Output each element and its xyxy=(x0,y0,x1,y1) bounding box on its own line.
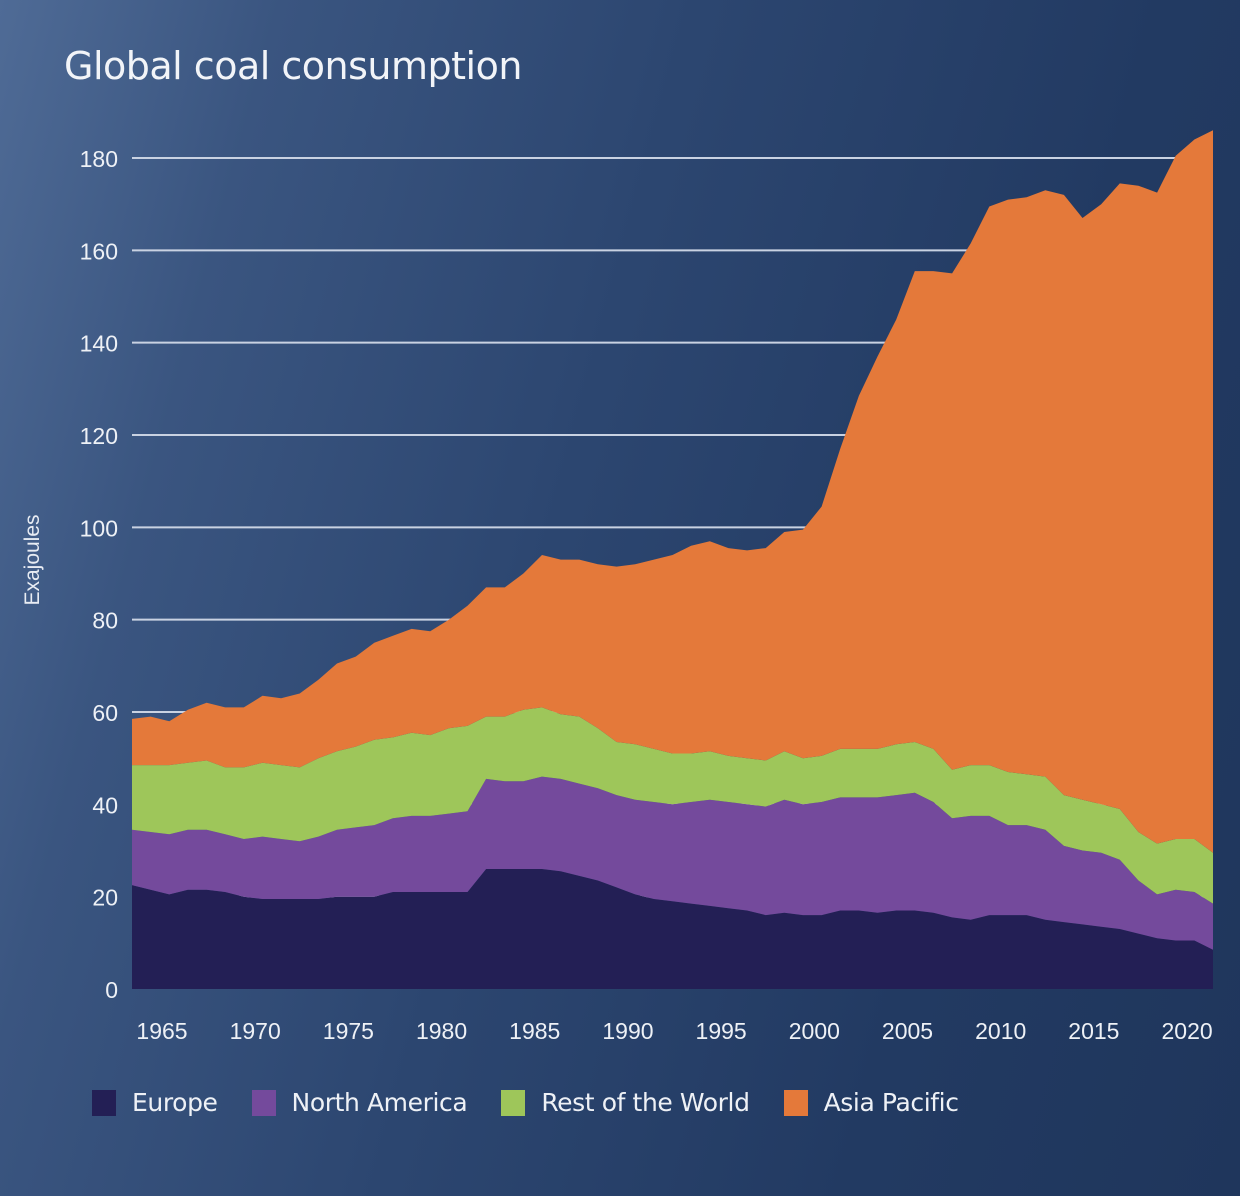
y-tick-label: 120 xyxy=(80,423,118,449)
legend-label: Rest of the World xyxy=(541,1088,750,1117)
x-tick-label: 1995 xyxy=(696,1018,747,1044)
legend-swatch xyxy=(251,1089,276,1116)
x-tick-label: 1990 xyxy=(602,1018,653,1044)
x-tick-label: 2010 xyxy=(975,1018,1026,1044)
legend: Europe North America Rest of the World Asia… xyxy=(92,1088,993,1117)
area-rest-of-the-world xyxy=(132,707,1213,904)
legend-swatch xyxy=(501,1089,526,1116)
x-tick-label: 1970 xyxy=(230,1018,281,1044)
area-europe xyxy=(132,869,1213,989)
x-tick-label: 1975 xyxy=(323,1018,374,1044)
legend-item-asia-pacific: Asia Pacific xyxy=(783,1088,959,1117)
legend-swatch xyxy=(783,1089,808,1116)
legend-item-rest-of-the-world: Rest of the World xyxy=(501,1088,750,1117)
y-tick-label: 160 xyxy=(80,238,118,264)
legend-label: North America xyxy=(291,1088,468,1117)
areas xyxy=(132,130,1213,989)
y-tick-label: 180 xyxy=(80,146,118,172)
y-tick-label: 140 xyxy=(80,331,118,357)
x-tick-labels: 1965 1970 1975 1980 1985 1990 1995 2000 2005 2010… xyxy=(136,1018,1212,1044)
x-tick-label: 2000 xyxy=(789,1018,840,1044)
x-tick-label: 2020 xyxy=(1162,1018,1213,1044)
y-tick-label: 20 xyxy=(92,885,118,911)
y-tick-label: 80 xyxy=(92,608,118,634)
legend-swatch xyxy=(92,1089,116,1116)
area-asia-pacific xyxy=(132,130,1213,853)
legend-label: Europe xyxy=(132,1088,218,1117)
x-tick-label: 1985 xyxy=(509,1018,560,1044)
legend-item-europe: Europe xyxy=(92,1088,218,1117)
y-tick-label: 60 xyxy=(92,700,118,726)
y-tick-label: 0 xyxy=(105,977,118,1003)
chart-title: Global coal consumption xyxy=(64,44,522,88)
y-tick-label: 100 xyxy=(80,515,118,541)
x-tick-label: 2005 xyxy=(882,1018,933,1044)
x-tick-label: 2015 xyxy=(1068,1018,1119,1044)
area-north-america xyxy=(132,776,1213,950)
y-tick-label: 40 xyxy=(92,792,118,818)
y-tick-labels: 0 20 40 60 80 100 120 140 160 180 xyxy=(80,146,118,1003)
x-tick-label: 1980 xyxy=(416,1018,467,1044)
x-tick-label: 1965 xyxy=(136,1018,187,1044)
legend-item-north-america: North America xyxy=(251,1088,468,1117)
legend-label: Asia Pacific xyxy=(823,1088,959,1117)
